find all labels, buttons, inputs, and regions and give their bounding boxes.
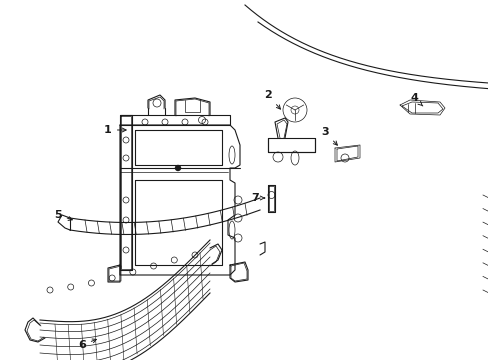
Circle shape — [175, 166, 180, 171]
Text: 1: 1 — [104, 125, 126, 135]
Text: 4: 4 — [409, 93, 422, 106]
Text: 7: 7 — [251, 193, 264, 203]
Text: 3: 3 — [321, 127, 337, 145]
Text: 2: 2 — [264, 90, 280, 109]
Text: 6: 6 — [78, 339, 96, 350]
Text: 5: 5 — [54, 210, 72, 220]
